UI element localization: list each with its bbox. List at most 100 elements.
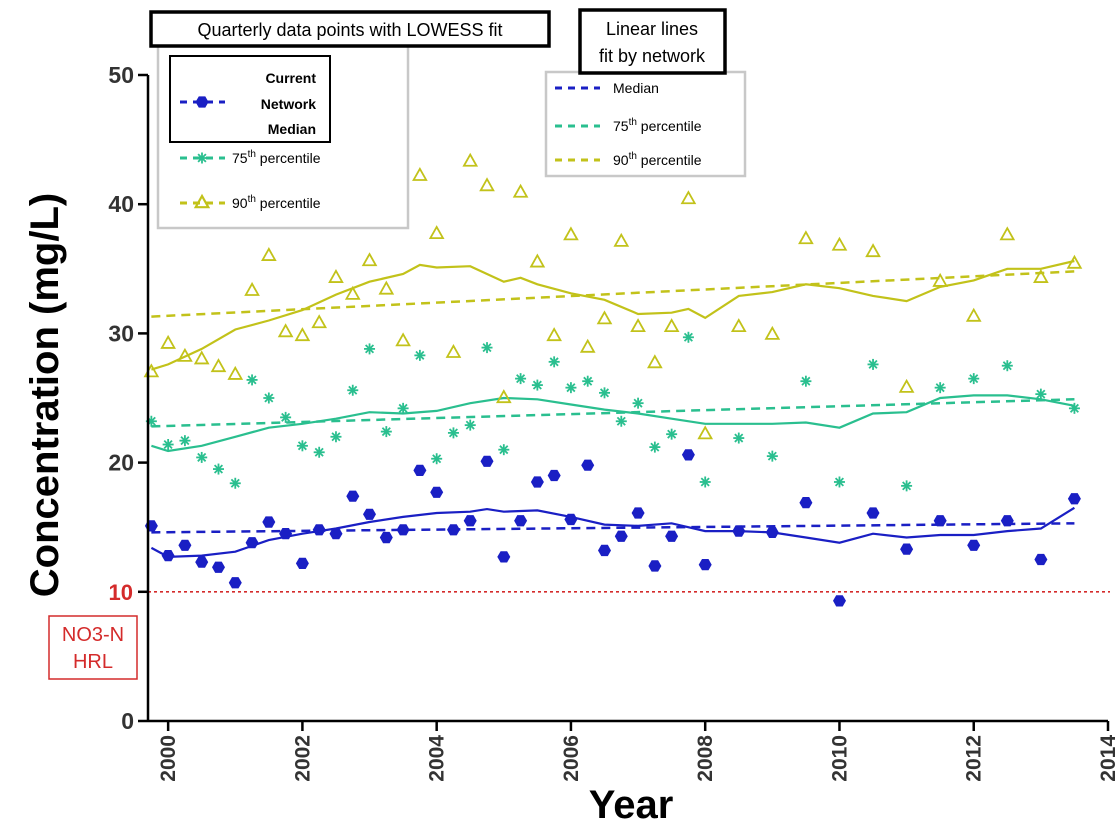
median-point	[765, 526, 779, 538]
p75-point	[733, 432, 745, 444]
plot-content	[143, 152, 1110, 607]
p75-point-stroke	[432, 454, 442, 464]
hrl-label: 10 NO3-N HRL	[48, 580, 138, 680]
p90-point	[445, 343, 462, 358]
p90-point	[177, 347, 193, 362]
p90-point	[730, 318, 747, 333]
p90-point	[512, 183, 529, 198]
median-point	[447, 524, 460, 536]
p75-point	[1001, 360, 1013, 372]
p90-point	[764, 325, 781, 340]
y-tick-label: 20	[108, 450, 134, 476]
median-point	[480, 455, 494, 467]
p90-linear-fit	[151, 270, 1075, 318]
median-point	[396, 524, 410, 536]
p75-point	[565, 382, 577, 394]
axes	[146, 75, 1108, 723]
median-point	[1034, 553, 1048, 566]
median-point	[564, 513, 578, 526]
p75-point	[380, 426, 392, 438]
hrl-box-line-2: HRL	[73, 651, 113, 673]
p75-point	[599, 387, 611, 399]
median-linear-fit	[151, 522, 1075, 534]
p75-point-stroke	[448, 428, 458, 438]
p75-point-stroke	[415, 350, 425, 360]
x-tick-label: 2012	[963, 735, 986, 782]
median-point	[530, 476, 544, 488]
p75-point	[901, 480, 913, 492]
p75-point-stroke	[935, 383, 945, 393]
x-axis-title: Year	[589, 783, 674, 827]
p75-point	[414, 349, 426, 361]
p75-point-stroke	[969, 374, 979, 384]
p90-point	[244, 281, 260, 296]
p75-point	[212, 463, 224, 475]
series-p75	[145, 331, 1080, 492]
p75-point	[397, 402, 409, 414]
legend-lines-frame	[544, 70, 747, 178]
p75-point	[649, 441, 661, 453]
p90-point	[412, 166, 428, 181]
p75-point	[280, 411, 292, 423]
p75-point-stroke	[230, 478, 240, 488]
p90-point	[898, 378, 915, 393]
p75-point-stroke	[381, 427, 391, 437]
legend-lines: Linear lines fit by network Median 75th …	[544, 8, 747, 178]
p75-point-stroke	[163, 439, 173, 450]
median-point	[614, 530, 628, 542]
legend-linear-p75-sup: th	[629, 117, 637, 128]
p75-point-stroke	[482, 343, 492, 353]
legend-linear-p75-label: 75th percentile	[613, 117, 702, 134]
p75-point	[548, 356, 560, 368]
median-point	[363, 508, 376, 520]
p75-point	[1035, 388, 1047, 400]
p75-point-stroke	[516, 374, 526, 384]
p75-point	[833, 476, 845, 488]
p90-point	[479, 177, 495, 192]
p75-point-stroke	[633, 398, 643, 408]
p75-point	[682, 331, 694, 343]
p75-point-stroke	[264, 393, 274, 403]
p75-point-stroke	[1036, 389, 1046, 399]
legend-median-label-3: Median	[268, 121, 316, 137]
p75-point-stroke	[650, 442, 660, 452]
median-point	[900, 543, 914, 555]
median-point	[178, 539, 192, 551]
p75-point	[196, 451, 208, 463]
median-point	[547, 469, 561, 482]
legend-p75-sup: th	[248, 149, 256, 160]
legend-p90-label: 90th percentile	[232, 194, 321, 211]
p75-point	[515, 373, 527, 385]
median-point	[262, 516, 276, 528]
median-point	[1000, 515, 1014, 527]
p90-point	[395, 332, 411, 347]
p75-point-stroke	[902, 481, 912, 491]
x-tick-label: 2004	[426, 735, 449, 782]
p90-point	[193, 350, 210, 365]
p75-point	[464, 419, 476, 431]
legend-lines-title-1: Linear lines	[606, 19, 698, 39]
p75-point-stroke	[331, 432, 341, 442]
median-point	[430, 486, 444, 498]
legend-p75-label: 75th percentile	[232, 149, 321, 166]
legend-linear-p90-label: 90th percentile	[613, 151, 702, 168]
p75-point-stroke	[1002, 361, 1012, 371]
p75-point-stroke	[1069, 403, 1079, 413]
p75-point	[867, 358, 879, 370]
p90-lowess-line	[151, 259, 1075, 371]
p90-point	[261, 247, 277, 261]
legend-points-title: Quarterly data points with LOWESS fit	[197, 20, 502, 40]
p90-point	[613, 232, 630, 247]
p75-point	[431, 453, 443, 465]
p75-point	[531, 379, 543, 391]
p75-point	[699, 476, 711, 488]
p75-linear-fit	[151, 398, 1075, 428]
p90-point	[1033, 269, 1049, 283]
legend-linear-p90-sup: th	[629, 151, 637, 162]
p75-point-stroke	[247, 375, 257, 385]
p75-point-stroke	[566, 383, 576, 393]
p90-point	[277, 323, 294, 338]
y-tick-label: 40	[108, 191, 134, 217]
p75-point-stroke	[700, 477, 710, 487]
median-point	[312, 524, 326, 536]
